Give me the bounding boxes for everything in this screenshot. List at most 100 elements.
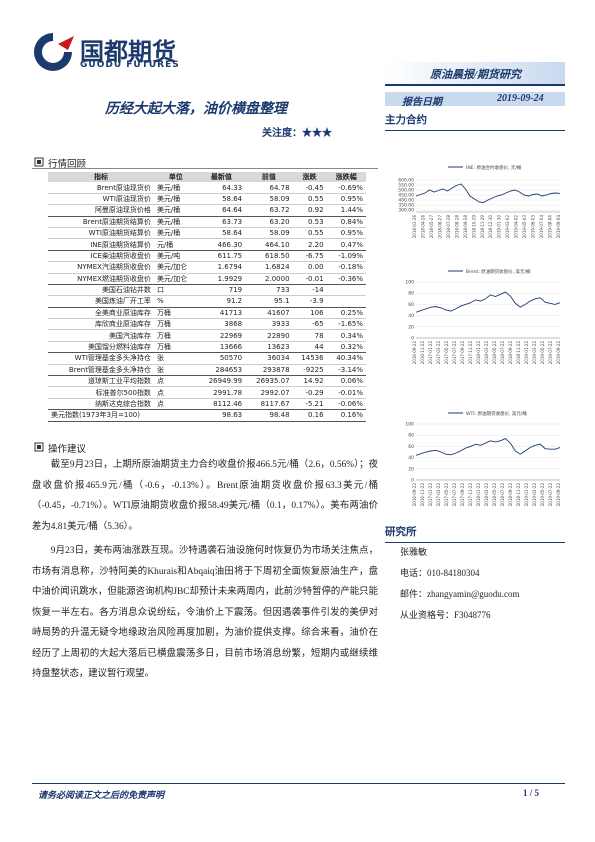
section-icon xyxy=(34,157,44,167)
paragraph: 9月23日，美布两油涨跌互现。沙特遇袭石油设施何时恢复仍为市场关注焦点，市场有消… xyxy=(32,546,378,679)
table-cell: NYMEX汽油期货收盘价 xyxy=(77,263,151,272)
table-cell: 41713 xyxy=(219,308,243,317)
table-cell: 万桶 xyxy=(156,343,171,352)
table-cell: 464.10 xyxy=(265,240,290,249)
analyst: 张雅敏 xyxy=(400,547,428,557)
table-cell: 64.78 xyxy=(269,183,290,192)
table-row: 美国汽油库存 万桶 22969 22890 78 0.34% xyxy=(48,330,366,342)
table-cell: 13623 xyxy=(267,343,290,352)
table-cell: 95.1 xyxy=(273,297,290,306)
y-tick-label: 550.00 xyxy=(398,183,414,189)
y-tick-label: 450.00 xyxy=(398,193,414,199)
table-row: Brent原油期货结算价 美元/桶 63.73 63.20 0.53 0.84% xyxy=(48,216,366,228)
y-tick-label: 400.00 xyxy=(398,198,414,204)
x-tick-label: 2019-07-04 xyxy=(539,215,544,239)
table-cell: 14536 xyxy=(301,354,324,363)
x-tick-label: 2018-09-22 xyxy=(508,483,513,507)
table-cell: INE原油期货结算价 xyxy=(90,240,151,249)
table-cell: 106 xyxy=(310,308,324,317)
table-cell: 0.53 xyxy=(307,217,324,226)
x-tick-label: 2018-05-22 xyxy=(492,341,497,365)
table-cell: 2991.78 xyxy=(213,388,243,397)
logo-en: GUODU FUTURES xyxy=(80,60,180,70)
y-tick-label: 600.00 xyxy=(398,178,414,184)
table-cell: 63.20 xyxy=(269,217,290,226)
table-header: 指标 单位 最新值 前值 涨跌 涨跌幅 xyxy=(48,172,366,183)
table-cell: 0.84% xyxy=(340,217,363,226)
table-row: WTI原油现货价 美元/桶 58.64 58.09 0.55 0.95% xyxy=(48,193,366,205)
table-cell: 98.63 xyxy=(222,411,243,420)
table-row: ICE柴油期货收盘价 美元/吨 611.75 618.50 -6.75 -1.09% xyxy=(48,250,366,262)
header-band xyxy=(385,62,565,86)
table-cell: 58.64 xyxy=(222,194,243,203)
table-cell xyxy=(327,284,366,295)
x-tick-label: 2018-07-22 xyxy=(500,341,505,365)
table-cell: 91.2 xyxy=(226,297,243,306)
x-tick-label: 2018-01-22 xyxy=(476,483,481,507)
column-header: 指标 xyxy=(48,172,154,183)
x-tick-label: 2019-03-02 xyxy=(505,215,510,239)
table-cell: 293878 xyxy=(262,365,290,374)
mini-chart: Brent: 原油期货收盘价, 美元/桶 0 20 40 60 80 100 2016-09-… xyxy=(405,268,561,365)
table-row: 美元指数(1973年3月=100) 98.63 98.48 0.16 0.16% xyxy=(48,410,366,422)
section-heading: 操作建议 xyxy=(48,445,87,455)
table-cell: 284653 xyxy=(215,365,243,374)
table-cell: 美元/桶 xyxy=(156,229,181,238)
x-tick-label: 2019-09-04 xyxy=(556,215,561,239)
table-cell: 美元/加仑 xyxy=(156,263,188,272)
x-tick-label: 2017-01-22 xyxy=(428,341,433,365)
table-cell: 点 xyxy=(156,377,164,386)
table-cell: ICE柴油期货收盘价 xyxy=(90,251,151,260)
section-heading: 行情回顾 xyxy=(48,160,87,170)
x-tick-label: 2017-07-22 xyxy=(452,341,457,365)
table-cell: 美国石油钻井数 xyxy=(101,286,151,295)
y-tick-label: 60 xyxy=(408,302,414,308)
phone: 电话：010-84180304 xyxy=(400,568,480,578)
x-tick-label: 2017-05-22 xyxy=(444,341,449,365)
table-cell: Brent原油现货价 xyxy=(96,183,151,192)
table-cell: 8112.46 xyxy=(213,400,243,408)
table-cell: 0.95% xyxy=(340,194,363,203)
table-row: 阿曼原油现货价格 美元/桶 64.64 63.72 0.92 1.44% xyxy=(48,205,366,217)
x-tick-label: 2018-11-22 xyxy=(516,341,521,365)
x-tick-label: 2017-09-22 xyxy=(460,483,465,507)
table-row: 美国馏分燃料油库存 万桶 13666 13623 44 0.32% xyxy=(48,341,366,353)
table-cell: 64.33 xyxy=(222,183,243,192)
x-tick-label: 2019-06-03 xyxy=(531,215,536,239)
table-cell: 美元/桶 xyxy=(156,206,181,215)
mini-chart: INE: 原油合约收盘价, 元/桶 300.00350.00400.00450.0… xyxy=(398,164,561,239)
table-cell: 美元/桶 xyxy=(156,183,181,192)
page-number: 1 / 5 xyxy=(523,788,540,798)
x-tick-label: 2017-03-22 xyxy=(436,341,441,365)
rule xyxy=(32,168,378,169)
table-cell: NYMEX燃油期货收盘价 xyxy=(77,274,151,283)
x-tick-label: 2018-03-26 xyxy=(412,215,417,239)
report-date: 2019-09-24 xyxy=(497,93,544,104)
table-cell: 8117.67 xyxy=(260,400,290,408)
license: 从业资格号：F3048776 xyxy=(400,610,491,620)
table-cell: 719 xyxy=(228,286,243,295)
table-cell: -0.06% xyxy=(338,400,363,408)
table-cell: 美元/桶 xyxy=(156,194,181,203)
x-tick-label: 2018-07-28 xyxy=(446,215,451,239)
x-tick-label: 2017-01-22 xyxy=(428,483,433,507)
table-cell: -0.01% xyxy=(338,388,363,397)
table-cell: 0.16 xyxy=(307,411,324,420)
x-tick-label: 2019-08-04 xyxy=(548,215,553,239)
x-tick-label: 2018-07-22 xyxy=(500,483,505,507)
x-tick-label: 2018-06-27 xyxy=(437,215,442,239)
table-cell: -3.14% xyxy=(338,365,363,374)
x-tick-label: 2016-11-22 xyxy=(420,483,425,507)
x-tick-label: 2016-11-22 xyxy=(420,341,425,365)
price-line xyxy=(415,183,561,203)
table-cell: 58.64 xyxy=(222,229,243,238)
table-cell: 0.06% xyxy=(340,377,363,386)
table-cell: -3.9 xyxy=(309,297,324,306)
table-cell: 0.25% xyxy=(340,308,363,317)
table-cell: 0.34% xyxy=(340,331,363,340)
table-cell: 0.92 xyxy=(307,206,324,215)
section-icon xyxy=(34,442,44,452)
y-tick-label: 60 xyxy=(408,444,414,450)
table-cell: 2.20 xyxy=(307,240,324,249)
table-cell: 0.95% xyxy=(340,229,363,238)
